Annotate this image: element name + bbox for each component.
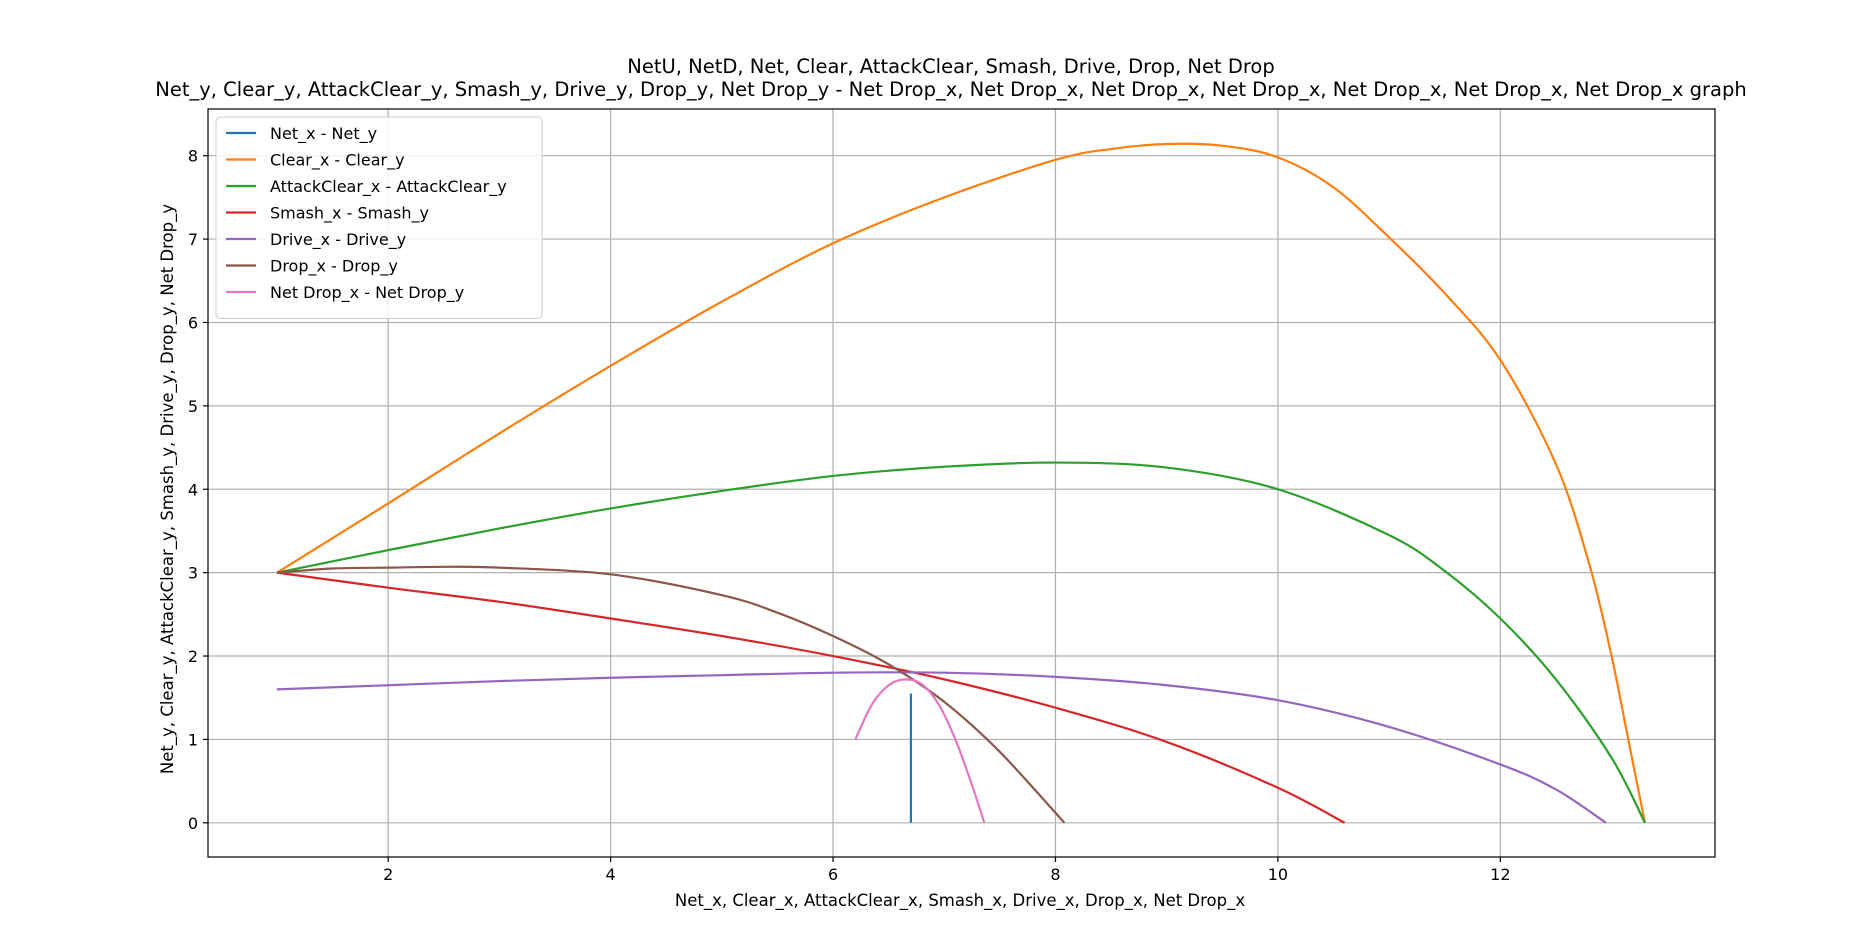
- legend: Net_x - Net_y Clear_x - Clear_y AttackClea…: [215, 116, 543, 319]
- series-line-2: [276, 142, 1647, 824]
- y-tick-label: 5: [188, 397, 198, 416]
- x-tick-label: 12: [1490, 865, 1510, 884]
- legend-label: Clear_x - Clear_y: [270, 151, 405, 171]
- y-tick-label: 2: [188, 647, 198, 666]
- chart-title: NetU, NetD, Net, Clear, AttackClear, Sma…: [627, 55, 1274, 78]
- y-tick-label: 1: [188, 730, 198, 749]
- legend-label: Drop_x - Drop_y: [270, 257, 398, 277]
- legend-label: Net Drop_x - Net Drop_y: [270, 283, 464, 303]
- y-tick-label: 0: [188, 814, 198, 833]
- x-tick-label: 2: [383, 865, 393, 884]
- y-tick-label: 4: [188, 480, 198, 499]
- series-line-6: [276, 565, 1066, 824]
- series-line-7: [854, 678, 986, 824]
- x-tick-label: 8: [1050, 865, 1060, 884]
- chart-subtitle: Net_y, Clear_y, AttackClear_y, Smash_y, …: [155, 78, 1746, 101]
- series-line-3: [276, 461, 1646, 824]
- y-axis-label: Net_y, Clear_y, AttackClear_y, Smash_y, …: [158, 204, 178, 775]
- x-tick-label: 6: [828, 865, 838, 884]
- legend-label: AttackClear_x - AttackClear_y: [270, 177, 507, 197]
- series-line-4: [276, 571, 1346, 824]
- x-axis-label: Net_x, Clear_x, AttackClear_x, Smash_x, …: [675, 891, 1246, 911]
- legend-label: Drive_x - Drive_y: [270, 230, 406, 250]
- plot-frame: [207, 108, 1716, 858]
- series-line-5: [276, 671, 1607, 824]
- x-tick-label: 4: [606, 865, 616, 884]
- series-layer: [276, 142, 1647, 824]
- x-tick-label: 10: [1268, 865, 1288, 884]
- y-tick-label: 6: [188, 313, 198, 332]
- legend-label: Net_x - Net_y: [270, 124, 377, 144]
- y-tick-label: 8: [188, 147, 198, 166]
- legend-label: Smash_x - Smash_y: [270, 204, 429, 224]
- legend-box: [215, 116, 543, 319]
- y-tick-label: 3: [188, 564, 198, 583]
- grid: [208, 109, 1715, 857]
- y-tick-label: 7: [188, 230, 198, 249]
